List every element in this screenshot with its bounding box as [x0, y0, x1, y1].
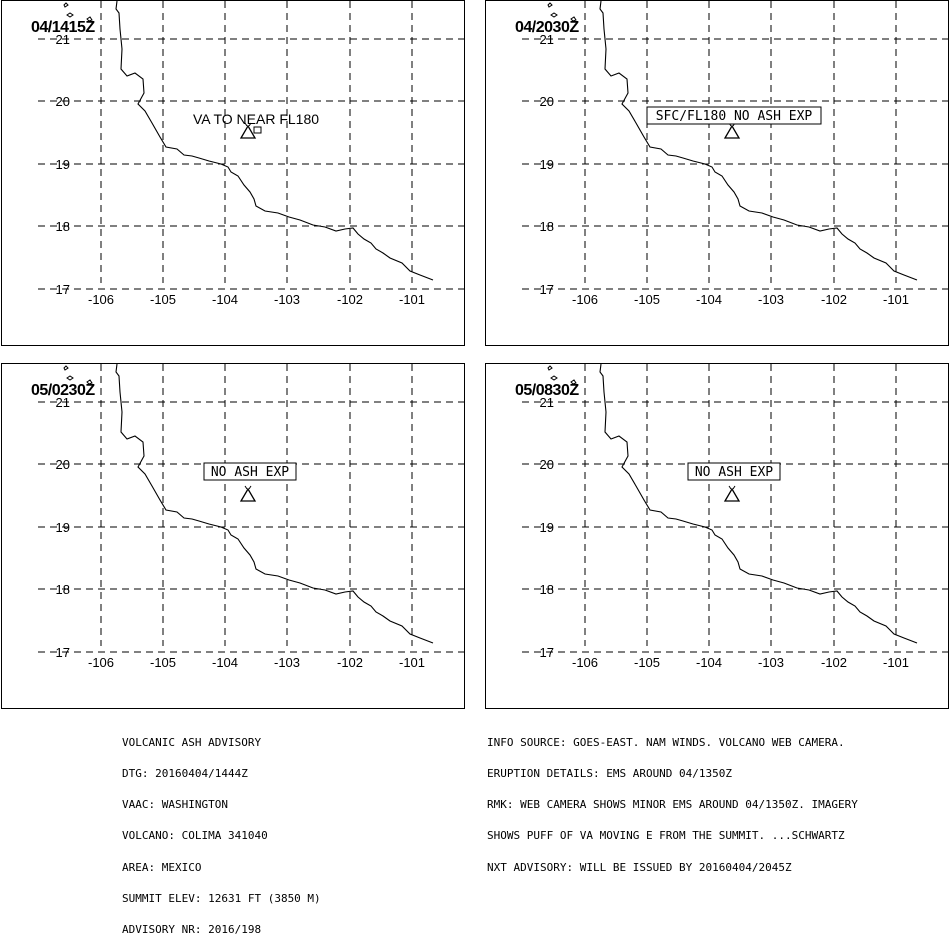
- island: [547, 2, 553, 8]
- longitude-tick-label: -103: [274, 655, 300, 670]
- latitude-tick-label: 21: [56, 395, 70, 410]
- island: [66, 375, 74, 381]
- latitude-tick-label: 18: [540, 582, 554, 597]
- island: [63, 2, 69, 8]
- eruption-details: ERUPTION DETAILS: EMS AROUND 04/1350Z: [487, 767, 733, 781]
- island: [550, 12, 558, 18]
- longitude-tick-label: -101: [399, 292, 425, 307]
- ash-label-box: [203, 462, 297, 481]
- island: [570, 16, 577, 22]
- longitude-tick-label: -101: [883, 292, 909, 307]
- ash-status-label: VA TO NEAR FL180: [193, 111, 319, 127]
- ash-area-marker: [253, 126, 262, 134]
- advisory-details-block: INFO SOURCE: GOES-EAST. NAM WINDS. VOLCA…: [487, 717, 858, 883]
- map-panel-4: 17 18 19 20 21 -106 -105 -104 -103 -102 -101 NO ASH…: [485, 363, 949, 709]
- island: [66, 12, 74, 18]
- latitude-tick-label: 20: [56, 94, 70, 109]
- coastline: [115, 364, 434, 644]
- longitude-tick-label: -103: [758, 655, 784, 670]
- ash-status-label: SFC/FL180 NO ASH EXP: [656, 109, 813, 124]
- volcano-triangle-icon: [239, 485, 257, 502]
- ash-label-box: [646, 106, 822, 125]
- latitude-tick-label: 19: [540, 520, 554, 535]
- panel-time-label: 05/0230Z: [31, 382, 95, 399]
- latitude-tick-label: 18: [540, 219, 554, 234]
- longitude-tick-label: -106: [572, 655, 598, 670]
- advisory-summit-elev: SUMMIT ELEV: 12631 FT (3850 M): [122, 891, 321, 905]
- map-panel-2: 17 18 19 20 21 -106 -105 -104 -103 -102 -101 SFC/FL…: [485, 0, 949, 346]
- longitude-tick-label: -101: [399, 655, 425, 670]
- advisory-vaac: VAAC: WASHINGTON: [122, 798, 228, 812]
- advisory-volcano: VOLCANO: COLIMA 341040: [122, 829, 268, 843]
- longitude-tick-label: -105: [634, 292, 660, 307]
- volcano-triangle-icon: [239, 122, 257, 139]
- longitude-tick-label: -104: [696, 292, 722, 307]
- island: [86, 16, 93, 22]
- latitude-tick-label: 19: [56, 520, 70, 535]
- latitude-tick-label: 17: [540, 645, 554, 660]
- coastline: [115, 1, 434, 281]
- ash-status-label: NO ASH EXP: [695, 465, 773, 480]
- next-advisory: NXT ADVISORY: WILL BE ISSUED BY 20160404…: [487, 860, 792, 874]
- map-panel-3: 17 18 19 20 21 -106 -105 -104 -103 -102 -101 NO ASH…: [1, 363, 465, 709]
- panel-time-label: 04/1415Z: [31, 19, 95, 36]
- advisory-header-block: VOLCANIC ASH ADVISORY DTG: 20160404/1444…: [122, 717, 321, 946]
- island: [550, 375, 558, 381]
- map-canvas: 17 18 19 20 21 -106 -105 -104 -103 -102 -101 NO ASH…: [522, 364, 948, 670]
- longitude-tick-label: -102: [821, 655, 847, 670]
- panel-time-label: 04/2030Z: [515, 19, 579, 36]
- panel-time-label: 05/0830Z: [515, 382, 579, 399]
- advisory-number: ADVISORY NR: 2016/198: [122, 923, 262, 937]
- longitude-tick-label: -103: [274, 292, 300, 307]
- coastline: [599, 1, 918, 281]
- ash-status-label: NO ASH EXP: [211, 465, 289, 480]
- map-panel-1: 17 18 19 20 21 -106 -105 -104 -103 -102 -101 VA TO …: [1, 0, 465, 346]
- coastline: [599, 364, 918, 644]
- longitude-tick-label: -101: [883, 655, 909, 670]
- longitude-tick-label: -105: [634, 655, 660, 670]
- latitude-tick-label: 20: [56, 457, 70, 472]
- latitude-tick-label: 17: [56, 282, 70, 297]
- longitude-tick-label: -106: [572, 292, 598, 307]
- latitude-tick-label: 17: [540, 282, 554, 297]
- volcano-triangle-icon: [723, 122, 741, 139]
- latitude-tick-label: 18: [56, 582, 70, 597]
- latitude-tick-label: 20: [540, 94, 554, 109]
- longitude-tick-label: -106: [88, 655, 114, 670]
- longitude-tick-label: -102: [337, 655, 363, 670]
- latitude-tick-label: 21: [540, 395, 554, 410]
- island: [63, 365, 69, 371]
- longitude-tick-label: -102: [337, 292, 363, 307]
- latitude-tick-label: 20: [540, 457, 554, 472]
- latitude-tick-label: 19: [540, 157, 554, 172]
- island: [570, 379, 577, 385]
- map-canvas: 17 18 19 20 21 -106 -105 -104 -103 -102 -101 NO ASH…: [38, 364, 464, 670]
- longitude-tick-label: -104: [696, 655, 722, 670]
- map-canvas: 17 18 19 20 21 -106 -105 -104 -103 -102 -101 SFC/FL…: [522, 1, 948, 307]
- latitude-tick-label: 18: [56, 219, 70, 234]
- ash-label-box: [687, 462, 781, 481]
- longitude-tick-label: -103: [758, 292, 784, 307]
- advisory-dtg: DTG: 20160404/1444Z: [122, 767, 248, 781]
- longitude-tick-label: -105: [150, 292, 176, 307]
- advisory-area: AREA: MEXICO: [122, 860, 202, 874]
- longitude-tick-label: -102: [821, 292, 847, 307]
- latitude-tick-label: 17: [56, 645, 70, 660]
- info-source: INFO SOURCE: GOES-EAST. NAM WINDS. VOLCA…: [487, 735, 845, 749]
- longitude-tick-label: -104: [212, 655, 238, 670]
- longitude-tick-label: -105: [150, 655, 176, 670]
- advisory-title: VOLCANIC ASH ADVISORY: [122, 735, 262, 749]
- remarks-line-2: SHOWS PUFF OF VA MOVING E FROM THE SUMMI…: [487, 829, 845, 843]
- longitude-tick-label: -106: [88, 292, 114, 307]
- remarks-line-1: RMK: WEB CAMERA SHOWS MINOR EMS AROUND 0…: [487, 798, 858, 812]
- longitude-tick-label: -104: [212, 292, 238, 307]
- latitude-tick-label: 21: [540, 32, 554, 47]
- map-canvas: 17 18 19 20 21 -106 -105 -104 -103 -102 -101 VA TO …: [38, 1, 464, 307]
- volcano-triangle-icon: [723, 485, 741, 502]
- latitude-tick-label: 19: [56, 157, 70, 172]
- island: [86, 379, 93, 385]
- latitude-tick-label: 21: [56, 32, 70, 47]
- island: [547, 365, 553, 371]
